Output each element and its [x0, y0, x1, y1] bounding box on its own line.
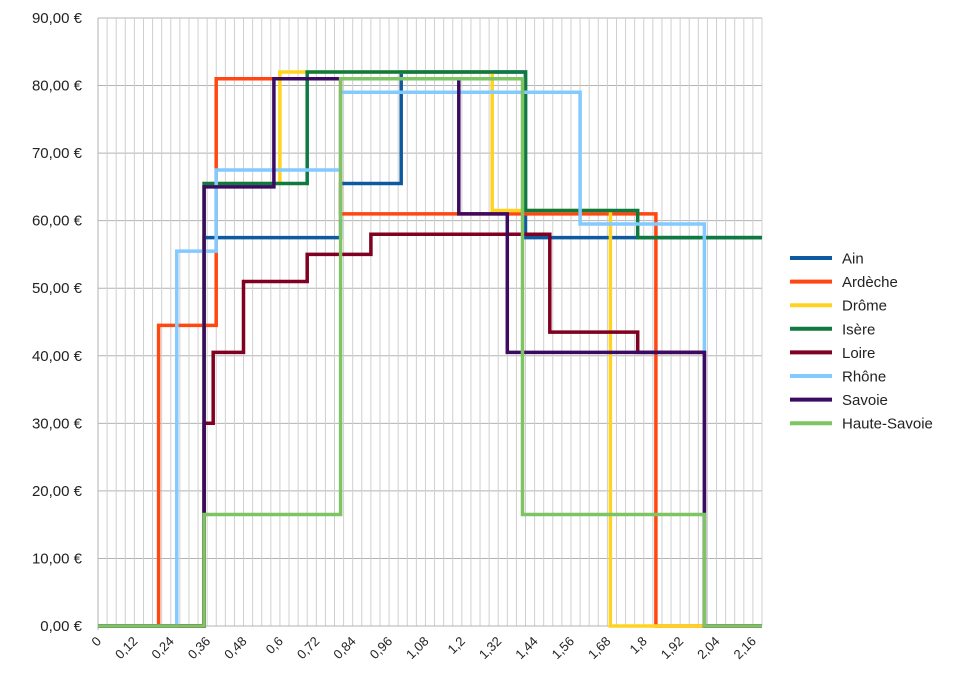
y-tick-label: 20,00 €: [32, 483, 83, 500]
x-tick-label: 1,44: [512, 634, 541, 663]
y-tick-label: 90,00 €: [32, 10, 83, 27]
x-tick-label: 0: [88, 634, 104, 650]
legend-label: Loire: [842, 345, 875, 362]
legend-label: Drôme: [842, 298, 887, 315]
y-axis-ticks: 0,00 € 10,00 € 20,00 € 30,00 € 40,00 € 50,00 …: [32, 10, 83, 635]
x-tick-label: 0,84: [330, 634, 359, 663]
x-tick-label: 0,36: [185, 634, 214, 663]
x-tick-label: 0,48: [221, 634, 250, 663]
x-tick-label: 1,56: [549, 634, 578, 663]
legend-label: Haute-Savoie: [842, 416, 933, 433]
y-tick-label: 40,00 €: [32, 348, 83, 365]
legend-label: Rhône: [842, 369, 886, 386]
x-tick-label: 0,96: [367, 634, 396, 663]
series-lines: [98, 70, 762, 628]
x-tick-label: 1,08: [403, 634, 432, 663]
y-tick-label: 60,00 €: [32, 213, 83, 230]
y-tick-label: 80,00 €: [32, 78, 83, 95]
y-tick-label: 50,00 €: [32, 280, 83, 297]
x-axis-ticks: 0 0,12 0,24 0,36 0,48 0,6 0,72 0,84 0,96 1,08 1,2 1…: [88, 634, 759, 663]
legend-label: Savoie: [842, 392, 888, 409]
y-tick-label: 10,00 €: [32, 550, 83, 567]
x-tick-label: 1,2: [445, 634, 468, 657]
legend: Ain Ardèche Drôme Isère Loire Rhône Savoie Haut…: [790, 251, 933, 433]
y-tick-label: 70,00 €: [32, 145, 83, 162]
x-tick-label: 2,04: [694, 634, 723, 663]
x-tick-label: 0,12: [112, 634, 141, 663]
series-line-haute-savoie: [98, 77, 762, 628]
plot-area: [98, 18, 762, 626]
x-tick-label: 1,68: [585, 634, 614, 663]
legend-label: Ain: [842, 251, 864, 268]
series-line-savoie: [98, 77, 762, 628]
x-tick-label: 2,16: [731, 634, 760, 663]
x-tick-label: 0,72: [294, 634, 323, 663]
x-tick-label: 1,32: [476, 634, 505, 663]
x-tick-label: 0,6: [263, 634, 286, 657]
y-tick-label: 0,00 €: [40, 618, 82, 635]
x-tick-label: 1,92: [658, 634, 687, 663]
x-tick-label: 1,8: [626, 634, 649, 657]
x-tick-label: 0,24: [148, 634, 177, 663]
legend-label: Isère: [842, 321, 875, 338]
legend-label: Ardèche: [842, 274, 898, 291]
y-tick-label: 30,00 €: [32, 415, 83, 432]
